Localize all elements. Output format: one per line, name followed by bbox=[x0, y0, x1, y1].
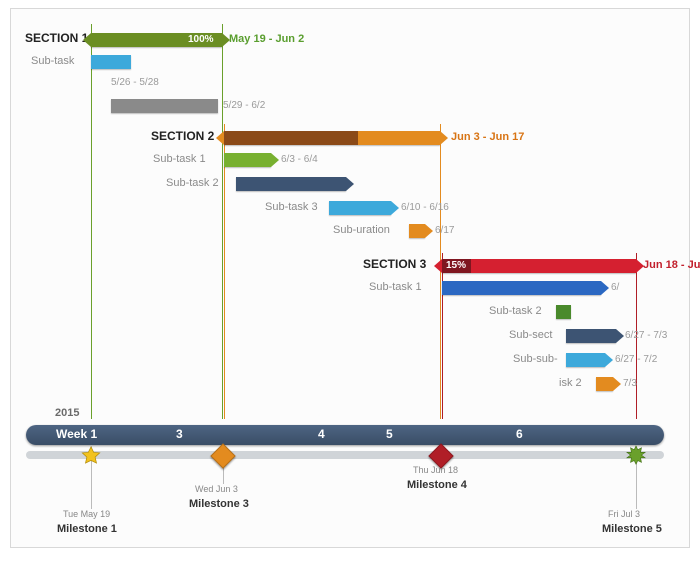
timeline-shadow bbox=[26, 451, 664, 459]
task-bar bbox=[566, 329, 616, 343]
task-daterange: 5/29 - 6/2 bbox=[223, 100, 265, 111]
section-label: SECTION 2 bbox=[151, 129, 214, 143]
week-label: 5 bbox=[386, 427, 393, 441]
task-label: Sub-task 3 bbox=[265, 201, 318, 213]
week-label: 4 bbox=[318, 427, 325, 441]
task-bar bbox=[442, 281, 601, 295]
section-bar: 100% bbox=[91, 33, 222, 47]
task-bar bbox=[111, 99, 218, 113]
section-daterange: Jun 3 - Jun 17 bbox=[451, 131, 524, 143]
task-label: isk 2 bbox=[559, 377, 582, 389]
task-label: Sub-sub- bbox=[513, 353, 558, 365]
task-daterange: 6/10 - 6/16 bbox=[401, 202, 449, 213]
milestone-date: Fri Jul 3 bbox=[608, 509, 640, 519]
task-label: Sub-task 1 bbox=[369, 281, 422, 293]
task-daterange: 7/3 bbox=[623, 378, 637, 389]
timeline-bar bbox=[26, 425, 664, 445]
section-daterange: Jun 18 - Jul 3 bbox=[643, 259, 700, 271]
milestone-name: Milestone 3 bbox=[189, 498, 249, 510]
task-daterange: 6/17 bbox=[435, 225, 454, 236]
section-daterange: May 19 - Jun 2 bbox=[229, 33, 304, 45]
section-vline bbox=[91, 24, 92, 419]
section-progress bbox=[224, 131, 358, 145]
section-pct: 100% bbox=[188, 33, 214, 47]
milestone-date: Tue May 19 bbox=[63, 509, 110, 519]
task-daterange: 6/ bbox=[611, 282, 619, 293]
section-pct: 15% bbox=[446, 259, 466, 273]
task-daterange: 6/3 - 6/4 bbox=[281, 154, 318, 165]
section-label: SECTION 1 bbox=[25, 31, 88, 45]
task-daterange: 6/27 - 7/2 bbox=[615, 354, 657, 365]
milestone-name: Milestone 1 bbox=[57, 523, 117, 535]
section-label: SECTION 3 bbox=[363, 257, 426, 271]
year-label: 2015 bbox=[55, 407, 79, 419]
task-label: 5/26 - 5/28 bbox=[111, 77, 159, 88]
milestone-name: Milestone 4 bbox=[407, 479, 467, 491]
task-bar bbox=[91, 55, 131, 69]
gantt-canvas: SECTION 1 100% May 19 - Jun 2 SECTION 2 Jun … bbox=[10, 8, 690, 548]
section-vline bbox=[442, 253, 443, 419]
milestone-date: Wed Jun 3 bbox=[195, 484, 238, 494]
milestone-name: Milestone 5 bbox=[602, 523, 662, 535]
week-label: 3 bbox=[176, 427, 183, 441]
task-bar bbox=[409, 224, 425, 238]
section-bar bbox=[224, 131, 440, 145]
milestone-burst-icon bbox=[625, 445, 643, 463]
week-label: Week 1 bbox=[56, 427, 97, 441]
task-label: Sub-sect bbox=[509, 329, 552, 341]
task-label: Sub-task 1 bbox=[153, 153, 206, 165]
task-bar bbox=[566, 353, 605, 367]
week-label: 6 bbox=[516, 427, 523, 441]
section-vline bbox=[224, 124, 225, 419]
milestone-date: Thu Jun 18 bbox=[413, 465, 458, 475]
section-vline bbox=[222, 24, 223, 419]
task-daterange: 6/27 - 7/3 bbox=[625, 330, 667, 341]
section-bar: 15% bbox=[442, 259, 636, 273]
task-label: Sub-task bbox=[31, 55, 74, 67]
task-bar bbox=[556, 305, 571, 319]
milestone-diamond-icon bbox=[210, 443, 235, 468]
task-label: Sub-task 2 bbox=[166, 177, 219, 189]
task-bar bbox=[236, 177, 346, 191]
task-label: Sub-uration bbox=[333, 224, 390, 236]
task-bar bbox=[329, 201, 391, 215]
task-label: Sub-task 2 bbox=[489, 305, 542, 317]
task-bar bbox=[224, 153, 271, 167]
milestone-star-icon bbox=[80, 445, 98, 463]
task-bar bbox=[596, 377, 613, 391]
